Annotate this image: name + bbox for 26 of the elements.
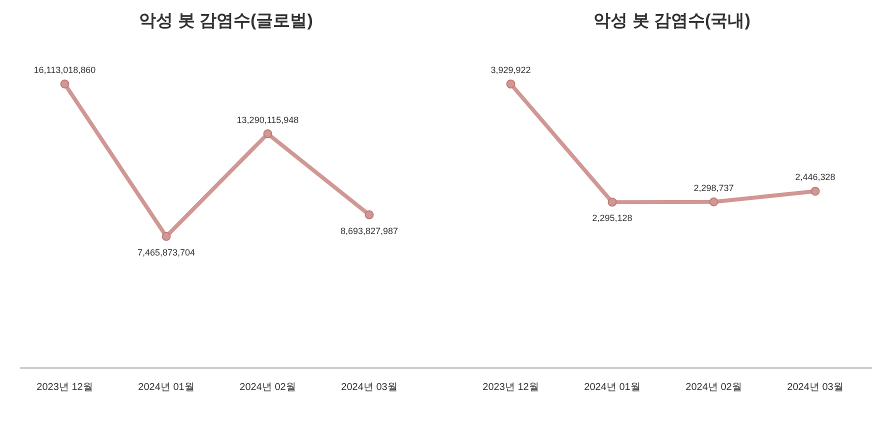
data-label: 7,465,873,704 (137, 247, 196, 258)
data-label: 2,298,737 (694, 182, 734, 193)
x-tick-label: 2024년 01월 (584, 382, 640, 393)
point (60, 80, 70, 88)
point (810, 186, 820, 196)
x-tick-label: 2024년 03월 (341, 382, 398, 393)
data-label: 16,113,018,860 (34, 65, 96, 75)
data-label: 2,295,128 (592, 213, 632, 224)
chart-title: 악성 봇 감염수(국내) (594, 11, 750, 30)
data-label: 13,290,115,948 (236, 114, 299, 125)
x-tick-label: 2024년 01월 (138, 382, 194, 393)
point (364, 210, 374, 220)
point (506, 80, 516, 88)
data-label: 3,929,922 (490, 65, 531, 75)
x-tick-label: 2023년 12월 (482, 382, 539, 393)
point (263, 129, 272, 138)
x-tick-label: 2024년 02월 (686, 382, 742, 393)
data-label: 2,446,328 (795, 172, 836, 182)
point (162, 232, 171, 241)
point (608, 198, 617, 207)
chart-title: 악성 봇 감염수(글로벌) (139, 11, 313, 30)
data-label: 8,693,827,987 (340, 226, 398, 236)
x-tick-label: 2023년 12월 (36, 382, 93, 393)
point (709, 197, 718, 206)
x-tick-label: 2024년 03월 (787, 382, 844, 393)
x-tick-label: 2024년 02월 (240, 382, 296, 393)
